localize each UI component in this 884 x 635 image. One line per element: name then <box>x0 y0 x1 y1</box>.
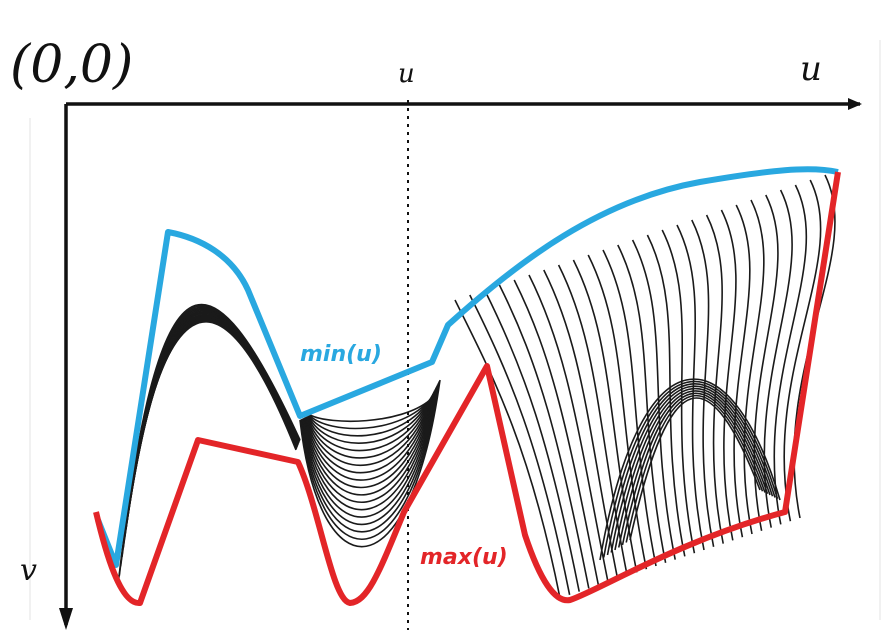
streamline <box>308 398 432 430</box>
streamline <box>557 264 628 576</box>
streamline <box>621 392 766 546</box>
v-axis-label: v <box>20 553 37 588</box>
streamline <box>305 392 435 466</box>
streamline <box>773 184 808 525</box>
streamline <box>303 389 437 489</box>
streamline <box>733 204 751 538</box>
streamline <box>309 399 431 423</box>
streamline <box>691 219 715 547</box>
min-curve <box>95 166 839 568</box>
u-axis-label: u <box>800 49 822 89</box>
streamline <box>676 224 705 551</box>
streamline-hatching <box>117 174 836 599</box>
streamline <box>498 284 590 589</box>
streamline <box>631 239 676 560</box>
streamline <box>307 396 433 444</box>
streamline <box>299 379 441 548</box>
streamline <box>299 381 441 540</box>
origin-label: (0,0) <box>10 35 133 95</box>
u-mark-label: u <box>398 59 415 89</box>
streamline <box>617 390 769 548</box>
streamline <box>625 394 764 543</box>
streamline <box>305 391 435 474</box>
streamline <box>720 209 737 541</box>
streamline <box>469 294 571 595</box>
streamline <box>661 229 696 554</box>
streamline <box>743 199 765 535</box>
streamline <box>301 384 439 518</box>
streamline <box>302 385 438 511</box>
streamline <box>306 393 434 459</box>
streamline <box>646 234 686 557</box>
streamline <box>599 378 781 561</box>
streamline <box>454 299 561 599</box>
streamline <box>602 380 779 558</box>
streamline <box>303 388 437 496</box>
min-label: min(u) <box>300 342 382 367</box>
max-curve <box>93 171 841 606</box>
streamline <box>513 279 600 586</box>
streamline <box>610 385 774 553</box>
streamline <box>137 321 297 451</box>
streamline <box>629 397 761 541</box>
streamline <box>543 269 619 579</box>
streamline <box>783 179 822 522</box>
streamline <box>302 386 438 504</box>
streamline <box>617 244 667 563</box>
streamline <box>705 214 724 544</box>
streamline <box>602 249 657 567</box>
max-label: max(u) <box>420 545 508 570</box>
streamline <box>304 390 436 481</box>
streamline <box>300 382 440 533</box>
streamline <box>300 383 440 526</box>
streamline <box>606 383 776 556</box>
streamline <box>306 394 434 452</box>
streamline <box>614 387 771 551</box>
streamline <box>763 189 793 528</box>
streamline <box>483 289 580 592</box>
streamline <box>572 259 638 573</box>
background-texture <box>29 40 881 620</box>
v-axis-arrowhead <box>59 608 73 630</box>
streamline <box>308 397 432 437</box>
streamline <box>528 274 609 583</box>
